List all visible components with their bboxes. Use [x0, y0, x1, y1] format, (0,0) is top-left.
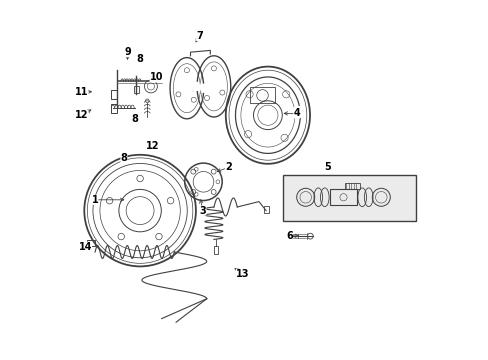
Text: 13: 13 — [236, 269, 249, 279]
Bar — [249, 87, 275, 103]
Bar — [111, 104, 117, 113]
Bar — [87, 240, 95, 246]
Bar — [283, 175, 415, 221]
Text: 7: 7 — [196, 31, 203, 41]
Bar — [345, 183, 359, 189]
Text: 8: 8 — [120, 153, 127, 163]
Text: 8: 8 — [131, 114, 138, 124]
Text: 3: 3 — [199, 206, 206, 216]
Bar — [213, 246, 218, 254]
Text: 14: 14 — [79, 242, 92, 252]
Bar — [111, 90, 117, 99]
Text: 1: 1 — [92, 195, 98, 205]
Bar — [134, 86, 139, 93]
Text: 2: 2 — [224, 162, 231, 172]
Text: 11: 11 — [75, 87, 88, 97]
Text: 10: 10 — [149, 72, 163, 82]
Text: 12: 12 — [75, 110, 88, 120]
Text: 9: 9 — [124, 47, 131, 57]
Text: 4: 4 — [293, 108, 300, 118]
Text: 8: 8 — [136, 54, 143, 64]
Text: 6: 6 — [285, 231, 292, 241]
Bar — [329, 189, 356, 205]
Bar — [264, 206, 268, 213]
Text: 12: 12 — [145, 141, 159, 151]
Text: 5: 5 — [323, 162, 330, 172]
